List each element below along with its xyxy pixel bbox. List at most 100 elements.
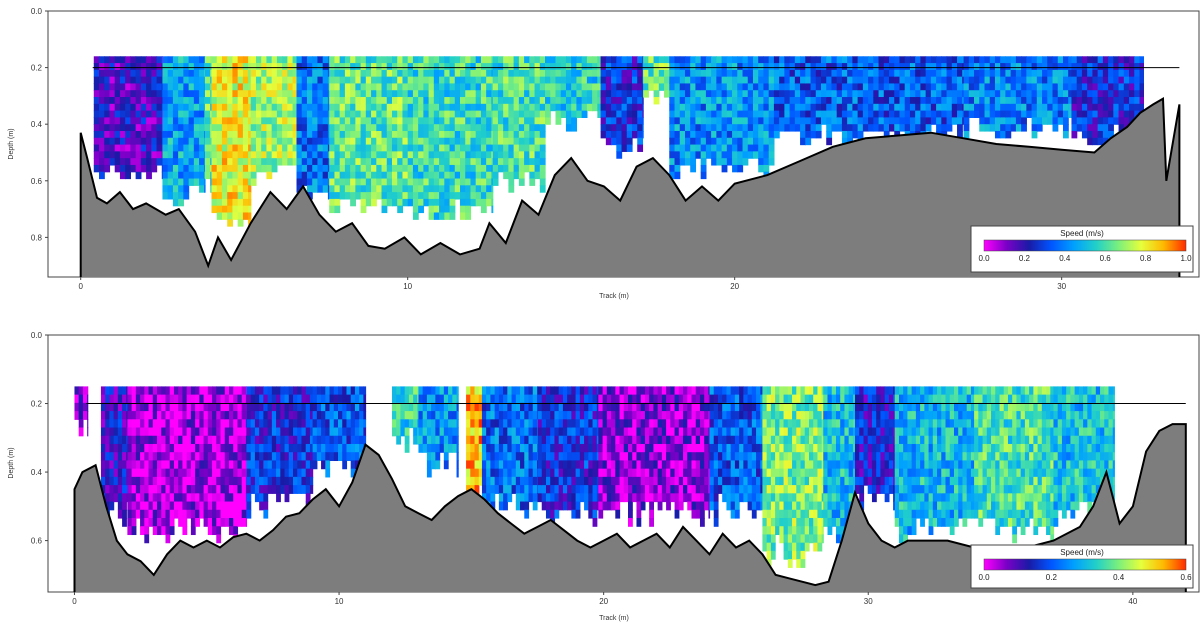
speed-cell: [478, 427, 483, 437]
speed-cell: [700, 130, 707, 139]
speed-cell: [224, 411, 230, 420]
speed-cell: [1102, 69, 1109, 78]
speed-cell: [558, 468, 564, 478]
speed-cell: [492, 137, 499, 146]
speed-cell: [936, 103, 942, 112]
speed-cell: [227, 117, 234, 125]
speed-cell: [962, 76, 965, 85]
speed-cell: [439, 103, 445, 112]
x-axis-label-top: Track (m): [599, 293, 629, 300]
speed-cell: [122, 501, 127, 511]
speed-cell: [449, 110, 456, 118]
speed-cell: [810, 69, 817, 78]
speed-cell: [402, 171, 409, 180]
speed-cell: [449, 130, 456, 139]
speed-cell: [284, 411, 290, 420]
speed-cell: [241, 419, 247, 429]
speed-cell: [494, 427, 500, 437]
speed-cell: [365, 158, 372, 166]
speed-cell: [220, 493, 226, 503]
speed-cell: [936, 56, 942, 64]
speed-cell: [263, 509, 269, 519]
speed-cell: [773, 56, 780, 64]
speed-cell: [114, 56, 121, 64]
speed-cell: [642, 110, 644, 118]
speed-cell: [428, 171, 435, 180]
speed-cell: [259, 411, 264, 420]
speed-cell: [433, 198, 440, 207]
speed-cell: [125, 158, 131, 166]
speed-cell: [237, 171, 244, 180]
speed-cell: [528, 419, 534, 429]
speed-cell: [632, 63, 638, 71]
speed-cell: [1092, 130, 1099, 139]
speed-cell: [199, 386, 205, 396]
speed-cell: [423, 83, 430, 91]
speed-cell: [271, 97, 278, 105]
speed-cell: [554, 493, 560, 503]
speed-cell: [418, 76, 424, 85]
speed-cell: [376, 117, 383, 125]
speed-cell: [417, 386, 420, 396]
speed-cell: [301, 386, 307, 396]
speed-cell: [852, 130, 859, 139]
speed-cell: [188, 76, 195, 85]
speed-cell: [637, 90, 644, 98]
speed-cell: [1134, 76, 1141, 85]
speed-cell: [391, 411, 397, 420]
speed-cell: [211, 90, 218, 98]
speed-cell: [188, 158, 195, 166]
speed-cell: [402, 117, 409, 125]
speed-cell: [212, 460, 217, 470]
speed-cell: [151, 69, 158, 78]
speed-cell: [558, 443, 564, 453]
speed-cell: [920, 110, 927, 118]
speed-cell: [1000, 83, 1007, 91]
speed-cell: [418, 394, 424, 404]
speed-cell: [904, 103, 911, 112]
speed-cell: [182, 476, 188, 486]
speed-cell: [1047, 56, 1054, 64]
speed-cell: [306, 103, 313, 112]
speed-cell: [325, 411, 331, 420]
speed-cell: [360, 178, 367, 186]
speed-cell: [276, 76, 283, 85]
speed-cell: [167, 185, 174, 193]
speed-cell: [994, 63, 1001, 71]
speed-cell: [417, 411, 420, 420]
speed-cell: [186, 419, 192, 429]
speed-cell: [254, 419, 260, 429]
speed-cell: [621, 137, 628, 146]
speed-cell: [284, 394, 290, 404]
speed-cell: [397, 76, 404, 85]
speed-cell: [596, 493, 599, 503]
speed-cell: [1134, 63, 1141, 71]
speed-cell: [193, 90, 200, 98]
speed-cell: [305, 452, 311, 462]
speed-cell: [172, 178, 179, 186]
speed-cell: [925, 56, 932, 64]
speed-cell: [737, 117, 744, 125]
speed-cell: [726, 97, 733, 105]
speed-cell: [1068, 97, 1073, 105]
speed-cell: [742, 76, 749, 85]
speed-cell: [1081, 103, 1088, 112]
speed-cell: [768, 144, 775, 152]
speed-cell: [460, 69, 466, 78]
speed-cell: [503, 386, 508, 396]
speed-cell: [507, 476, 513, 486]
speed-cell: [140, 164, 147, 173]
speed-cell: [920, 103, 927, 112]
speed-cell: [460, 110, 466, 118]
speed-cell: [465, 205, 472, 214]
speed-cell: [439, 151, 445, 159]
speed-cell: [316, 435, 322, 445]
speed-cell: [199, 419, 205, 429]
speed-cell: [852, 69, 859, 78]
speed-cell: [114, 144, 121, 152]
speed-cell: [1000, 124, 1007, 132]
speed-cell: [726, 103, 733, 112]
speed-cell: [579, 493, 585, 503]
speed-cell: [114, 117, 121, 125]
